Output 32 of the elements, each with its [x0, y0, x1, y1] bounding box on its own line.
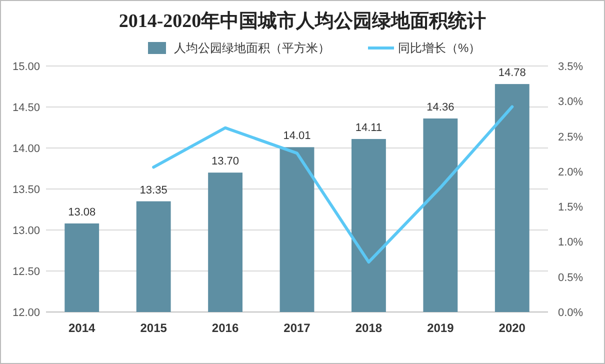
y-tick-label: 12.00 [12, 307, 40, 319]
y-tick-label: 12.50 [12, 266, 40, 278]
data-label: 13.08 [68, 206, 96, 218]
x-tick-label: 2018 [355, 321, 382, 335]
y2-tick-label: 1.5% [558, 202, 584, 214]
y2-tick-label: 3.5% [558, 61, 584, 73]
data-label: 13.35 [140, 184, 168, 196]
y-tick-label: 13.00 [12, 225, 40, 237]
data-label: 14.36 [426, 101, 454, 114]
y2-tick-label: 2.5% [558, 131, 584, 144]
y2-tick-label: 0.0% [558, 307, 584, 319]
y2-tick-label: 0.5% [558, 272, 584, 284]
y2-tick-label: 3.0% [558, 96, 584, 108]
x-tick-label: 2017 [284, 321, 311, 335]
x-tick-label: 2016 [212, 321, 239, 335]
y-tick-label: 14.00 [12, 143, 40, 155]
legend-label: 同比增长（%） [398, 41, 481, 55]
x-tick-label: 2019 [427, 321, 454, 335]
data-label: 14.11 [355, 122, 382, 134]
x-tick-label: 2014 [68, 321, 96, 335]
data-label: 14.01 [283, 130, 311, 142]
y-tick-label: 14.50 [12, 102, 40, 114]
y-tick-label: 13.50 [12, 184, 40, 196]
data-label: 13.70 [212, 156, 240, 168]
x-tick-label: 2015 [140, 321, 168, 335]
y2-tick-label: 1.0% [558, 236, 584, 249]
chart-title: 2014-2020年中国城市人均公园绿地面积统计 [118, 10, 486, 32]
data-label: 14.78 [498, 67, 526, 80]
y-tick-label: 15.00 [12, 61, 40, 73]
legend-label: 人均公园绿地面积（平方米） [174, 41, 330, 55]
x-tick-label: 2020 [498, 321, 526, 335]
y2-tick-label: 2.0% [558, 166, 584, 178]
